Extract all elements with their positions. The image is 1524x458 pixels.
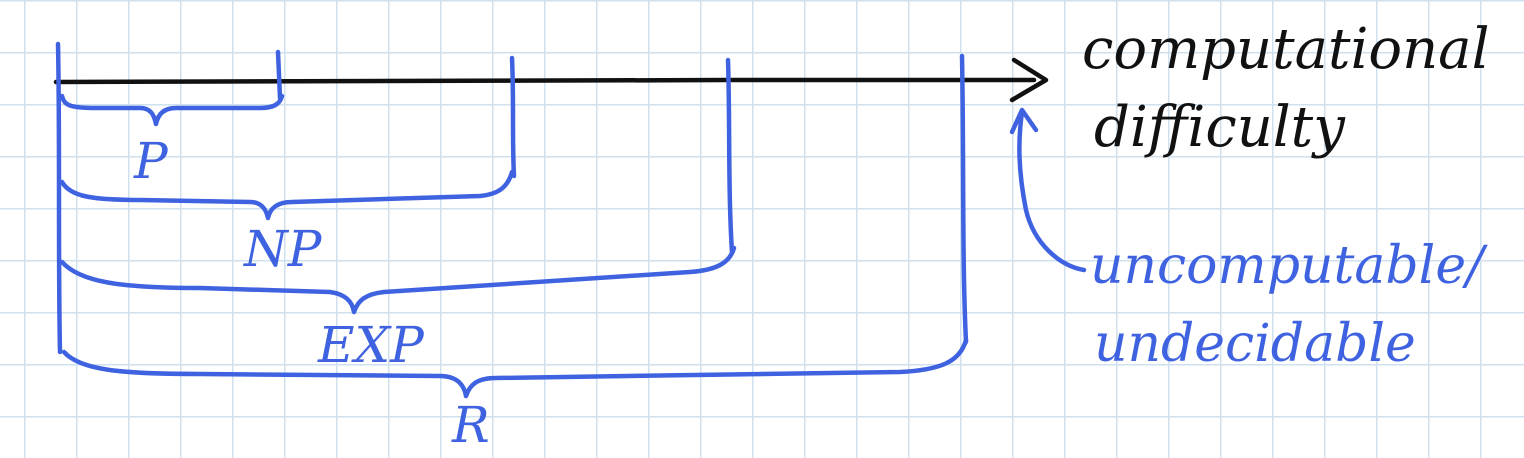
exp-boundary <box>725 57 735 255</box>
r-brace <box>61 337 969 399</box>
axis-label-line2: difficulty <box>1094 95 1345 160</box>
annotation-pointer-head <box>1009 107 1039 135</box>
p-brace <box>59 93 285 127</box>
class-label-p: P <box>134 132 168 190</box>
annotation-pointer <box>1017 109 1087 273</box>
difficulty-axis <box>53 77 1037 85</box>
annotation-line2: undecidable <box>1094 314 1416 374</box>
class-label-r: R <box>452 396 490 454</box>
axis-arrowhead <box>1009 57 1049 103</box>
exp-brace <box>59 245 737 315</box>
np-brace <box>59 169 515 221</box>
origin-line <box>55 41 63 355</box>
annotation-line1: uncomputable/ <box>1090 236 1484 296</box>
axis-label-line1: computational <box>1082 17 1490 82</box>
class-label-np: NP <box>244 220 322 278</box>
p-boundary <box>275 49 283 101</box>
np-boundary <box>509 55 517 179</box>
r-boundary <box>959 53 969 345</box>
class-label-exp: EXP <box>318 316 424 374</box>
